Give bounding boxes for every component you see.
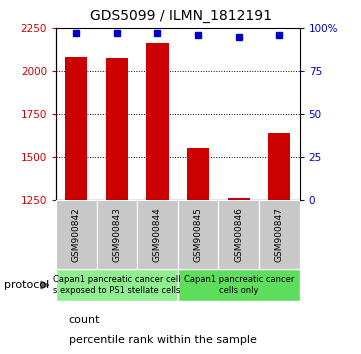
- Bar: [187, 148, 209, 200]
- Text: count: count: [69, 315, 100, 325]
- Text: GSM900847: GSM900847: [275, 207, 284, 262]
- Bar: [106, 58, 128, 200]
- Bar: [259, 200, 300, 269]
- Bar: [178, 269, 300, 301]
- Bar: [56, 269, 178, 301]
- Text: GSM900845: GSM900845: [193, 207, 203, 262]
- Bar: [178, 200, 218, 269]
- Text: GSM900846: GSM900846: [234, 207, 243, 262]
- Text: percentile rank within the sample: percentile rank within the sample: [69, 335, 256, 345]
- Text: protocol: protocol: [4, 280, 49, 290]
- Text: GSM900844: GSM900844: [153, 207, 162, 262]
- Text: Capan1 pancreatic cancer
cells only: Capan1 pancreatic cancer cells only: [183, 275, 294, 295]
- Bar: [218, 200, 259, 269]
- Bar: [97, 200, 137, 269]
- Text: GSM900842: GSM900842: [72, 207, 81, 262]
- Bar: [268, 133, 291, 200]
- Text: GDS5099 / ILMN_1812191: GDS5099 / ILMN_1812191: [90, 9, 271, 23]
- Text: Capan1 pancreatic cancer cell
s exposed to PS1 stellate cells: Capan1 pancreatic cancer cell s exposed …: [53, 275, 181, 295]
- Bar: [146, 43, 169, 200]
- Bar: [227, 198, 250, 200]
- Text: GSM900843: GSM900843: [112, 207, 121, 262]
- Bar: [56, 200, 97, 269]
- Bar: [65, 57, 87, 200]
- Bar: [137, 200, 178, 269]
